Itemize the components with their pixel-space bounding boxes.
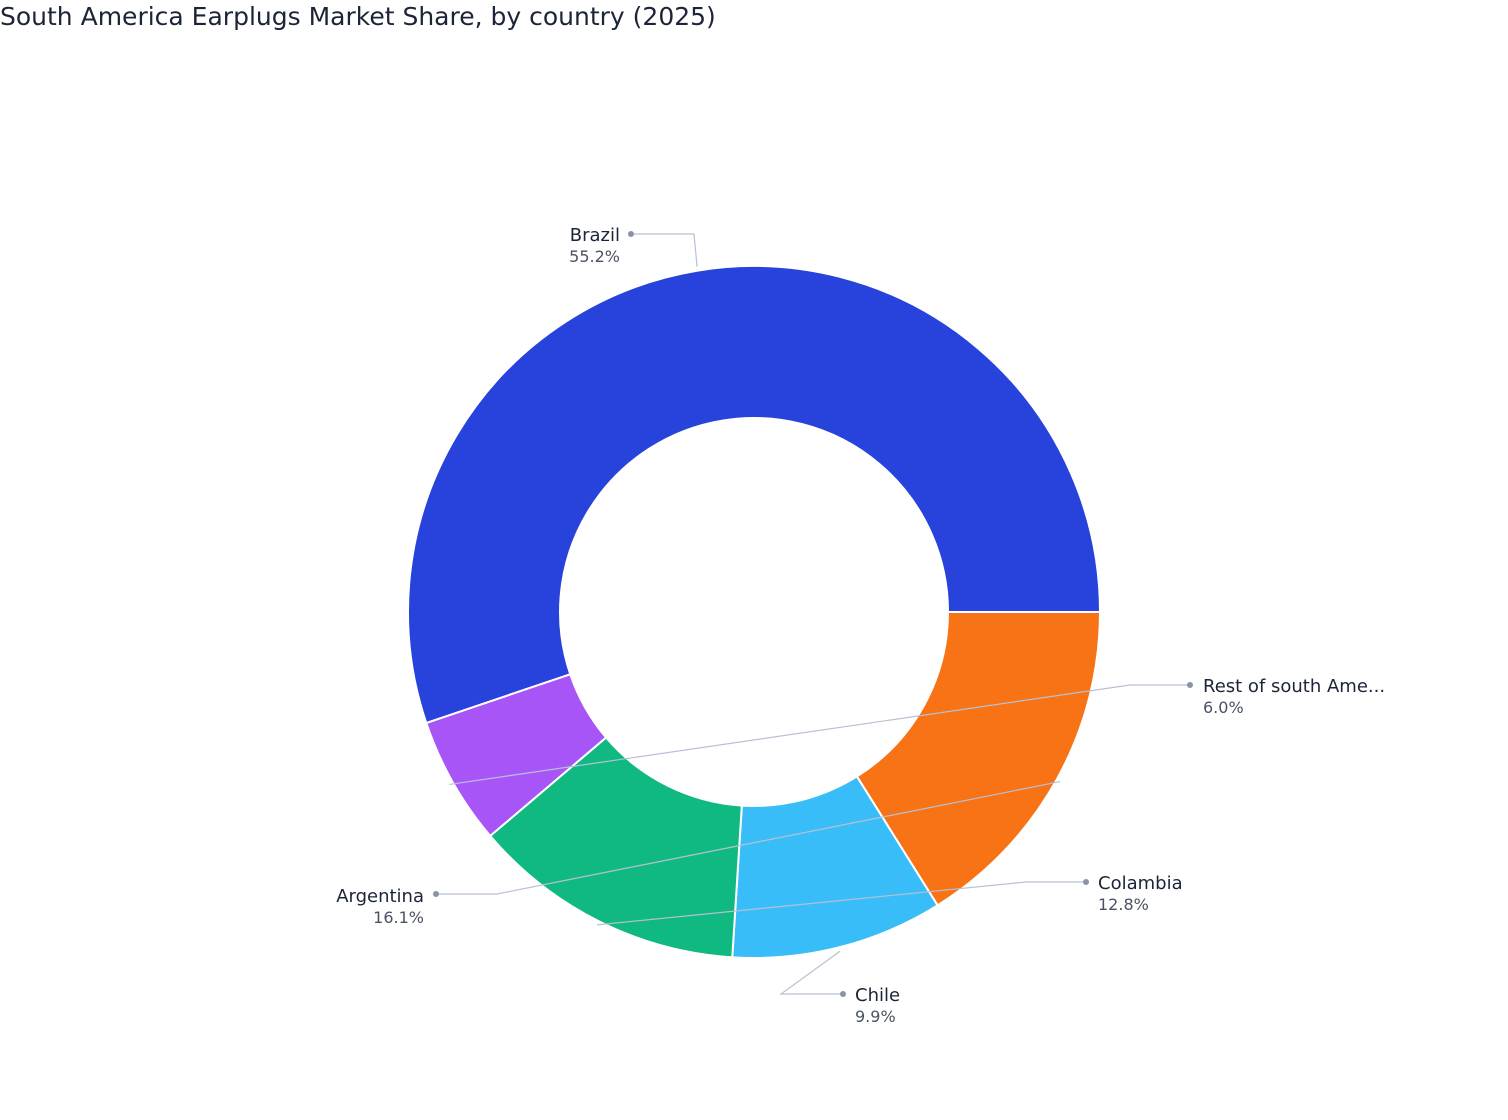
leader-line-brazil <box>631 233 698 267</box>
label-value-colambia: 12.8% <box>1098 895 1149 914</box>
label-name-colambia: Colambia <box>1098 873 1183 894</box>
slice-rest-of-south-ame[interactable] <box>425 672 608 838</box>
slices-group <box>407 265 1102 959</box>
slice-argentina[interactable] <box>855 611 1102 907</box>
slice-brazil[interactable] <box>407 265 1102 725</box>
label-value-argentina: 16.1% <box>373 908 424 927</box>
label-name-brazil: Brazil <box>570 225 620 246</box>
leader-line-rest-of-south-ame <box>449 684 1190 786</box>
leader-line-argentina <box>436 780 1061 895</box>
label-value-rest-of-south-ame: 6.0% <box>1203 698 1244 717</box>
leader-dot-rest-of-south-ame <box>1187 682 1193 688</box>
leaders-group <box>433 231 1193 997</box>
leader-dot-colambia <box>1083 879 1089 885</box>
label-value-chile: 9.9% <box>855 1007 896 1026</box>
leader-line-colambia <box>597 881 1086 926</box>
leader-line-chile <box>779 950 843 995</box>
label-name-argentina: Argentina <box>336 886 424 907</box>
leader-dot-brazil <box>628 231 634 237</box>
chart-title: South America Earplugs Market Share, by … <box>0 2 716 31</box>
label-value-brazil: 55.2% <box>569 247 620 266</box>
label-name-rest-of-south-ame: Rest of south Ame... <box>1203 676 1385 697</box>
leader-dot-chile <box>840 991 846 997</box>
label-name-chile: Chile <box>855 985 900 1006</box>
leader-dot-argentina <box>433 891 439 897</box>
